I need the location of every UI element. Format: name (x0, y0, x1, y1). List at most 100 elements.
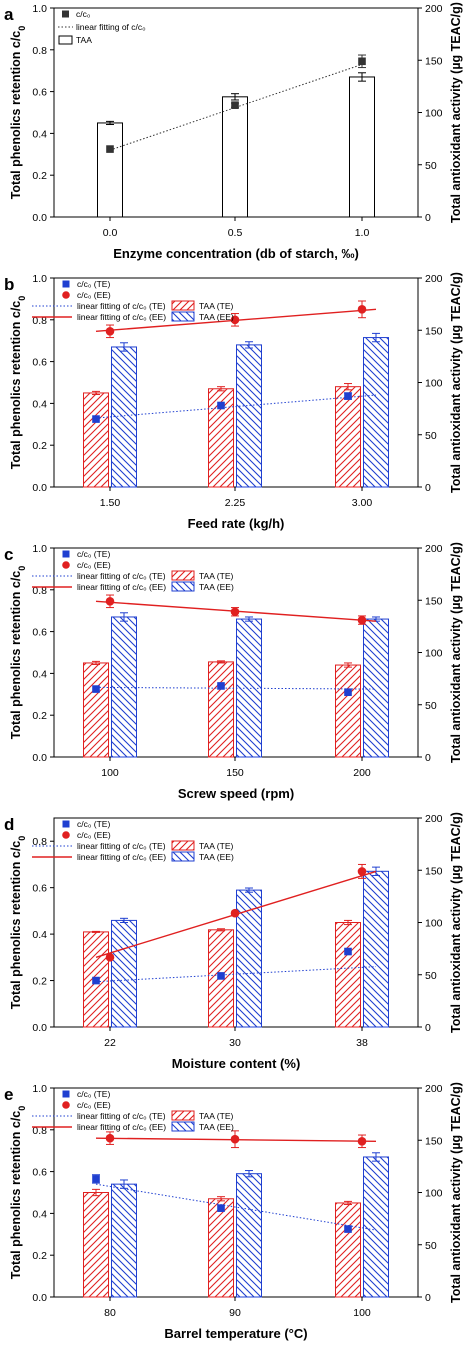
left-tick-label: 0.2 (32, 440, 47, 452)
point-marker (92, 976, 100, 985)
right-tick-label: 200 (425, 1083, 443, 1095)
x-tick-label: 150 (226, 767, 244, 779)
point-marker (217, 1204, 225, 1212)
point-marker (106, 145, 114, 153)
left-tick-label: 1.0 (32, 3, 47, 15)
left-tick-label: 0.0 (32, 1292, 47, 1304)
x-axis-title: Feed rate (kg/h) (188, 516, 285, 531)
bar (236, 1173, 262, 1298)
left-tick-label: 0.2 (32, 1250, 47, 1262)
left-tick-label: 0.2 (32, 710, 47, 722)
left-tick-label: 0.4 (32, 1208, 47, 1220)
right-tick-label: 100 (425, 378, 443, 390)
left-tick-label: 0.4 (32, 929, 47, 941)
legend-marker (62, 561, 70, 569)
bar (222, 96, 248, 218)
legend-label: TAA (76, 35, 92, 45)
x-tick-label: 200 (353, 767, 371, 779)
right-tick-label: 0 (425, 482, 431, 494)
legend-label: c/c₀ (TE) (77, 1089, 110, 1099)
point-marker (105, 596, 115, 606)
legend-label: linear fitting of c/c₀ (76, 22, 146, 32)
bar (335, 922, 361, 1028)
right-tick-label: 200 (425, 273, 443, 285)
legend-swatch (171, 581, 195, 592)
x-tick-label: 3.00 (352, 497, 373, 509)
left-tick-label: 0.4 (32, 668, 47, 680)
point-marker (105, 326, 115, 336)
right-tick-label: 200 (425, 543, 443, 555)
right-tick-label: 50 (425, 430, 437, 442)
left-tick-label: 0.0 (32, 482, 47, 494)
legend-label: linear fitting of c/c₀ (EE) (77, 1122, 166, 1132)
legend: c/c₀ (TE)c/c₀ (EE)linear fitting of c/c₀… (32, 549, 234, 592)
right-tick-label: 100 (425, 918, 443, 930)
right-tick-label: 150 (425, 865, 443, 877)
legend-swatch (171, 300, 195, 311)
right-axis-title: Total antioxidant activity (µg TEAC/g) (449, 542, 463, 763)
right-tick-label: 0 (425, 1022, 431, 1034)
left-axis-title: Total phenolics retention c/c0 (9, 296, 27, 470)
point-marker (92, 415, 100, 423)
point-marker (105, 953, 115, 962)
point-marker (357, 1136, 367, 1146)
x-tick-label: 30 (229, 1037, 241, 1049)
legend: c/c₀ (TE)c/c₀ (EE)linear fitting of c/c₀… (32, 819, 234, 862)
panel-e: e Total phenolics retention c/c0 Total ant… (4, 1082, 463, 1341)
point-marker (92, 1175, 100, 1183)
panel-a: a Total phenolics retention c/c0 Total ant… (4, 2, 463, 261)
legend-swatch (171, 851, 195, 862)
legend-label: linear fitting of c/c₀ (TE) (77, 301, 166, 311)
right-tick-label: 200 (425, 813, 443, 825)
point-marker (344, 688, 352, 697)
right-tick-label: 100 (425, 648, 443, 660)
legend-marker (62, 1090, 70, 1098)
plot-frame (53, 7, 419, 218)
left-tick-label: 0.0 (32, 752, 47, 764)
left-axis-title: Total phenolics retention c/c0 (9, 836, 27, 1010)
left-tick-label: 0.6 (32, 883, 47, 895)
fit-line (95, 394, 377, 419)
right-tick-label: 150 (425, 595, 443, 607)
point-marker (344, 947, 352, 956)
legend-label: linear fitting of c/c₀ (TE) (77, 571, 166, 581)
point-marker (230, 607, 240, 617)
legend-label: linear fitting of c/c₀ (EE) (77, 312, 166, 322)
left-tick-label: 1.0 (32, 1083, 47, 1095)
x-tick-label: 1.50 (100, 497, 121, 509)
bar (363, 337, 389, 488)
legend-label: c/c₀ (EE) (77, 560, 111, 570)
right-tick-label: 150 (425, 55, 443, 67)
left-tick-label: 0.4 (32, 128, 47, 140)
point-marker (230, 1134, 240, 1144)
right-tick-label: 50 (425, 970, 437, 982)
left-tick-label: 0.8 (32, 1125, 47, 1137)
right-tick-label: 50 (425, 700, 437, 712)
x-tick-label: 38 (356, 1037, 368, 1049)
bar (208, 1198, 234, 1298)
bar (111, 346, 137, 488)
bar (335, 664, 361, 758)
legend: c/c₀ linear fitting of c/c₀ TAA (58, 9, 146, 45)
bar (236, 344, 262, 488)
legend-label: c/c₀ (TE) (77, 819, 110, 829)
legend: c/c₀ (TE)c/c₀ (EE)linear fitting of c/c₀… (32, 1089, 234, 1132)
left-tick-label: 0.2 (32, 170, 47, 182)
legend-label: TAA (EE) (199, 312, 234, 322)
left-tick-label: 0.4 (32, 398, 47, 410)
x-tick-label: 80 (104, 1307, 116, 1319)
bar (349, 76, 375, 218)
right-axis-title: Total antioxidant activity (µg TEAC/g) (449, 812, 463, 1033)
legend-marker (62, 280, 70, 288)
left-axis-title: Total phenolics retention c/c0 (9, 566, 27, 740)
bar (363, 618, 389, 758)
left-tick-label: 0.8 (32, 315, 47, 327)
legend-label: TAA (EE) (199, 852, 234, 862)
left-axis-title: Total phenolics retention c/c0 (9, 26, 27, 200)
legend: c/c₀ (TE)c/c₀ (EE)linear fitting of c/c₀… (32, 279, 234, 322)
point-marker (217, 682, 225, 690)
left-tick-label: 1.0 (32, 543, 47, 555)
point-marker (358, 57, 366, 66)
bar (111, 1183, 137, 1298)
fit-line (95, 966, 377, 983)
